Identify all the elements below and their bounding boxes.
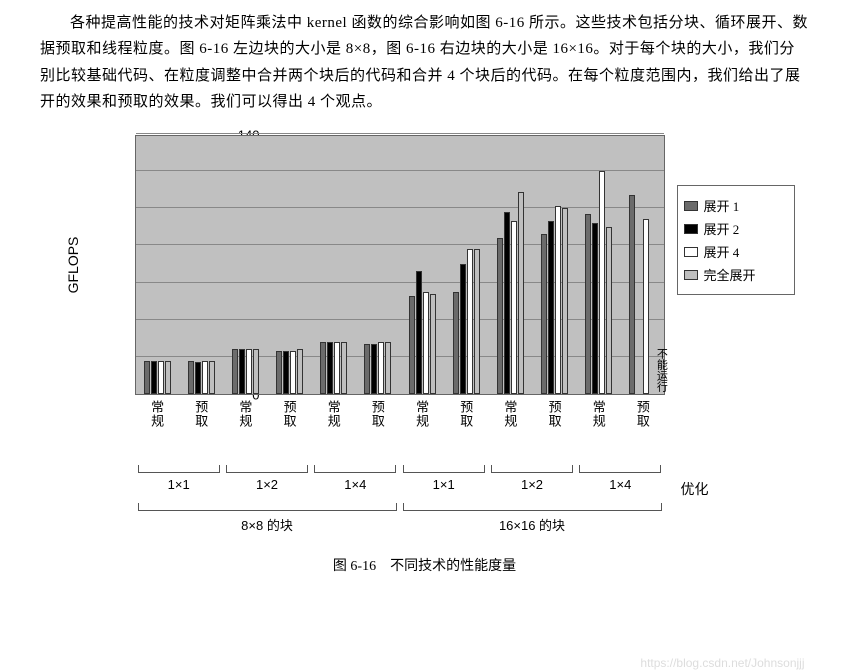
bar [297, 349, 303, 394]
blockgroup-label: 8×8 的块 [241, 515, 293, 534]
bar [453, 292, 459, 394]
bar [165, 361, 171, 394]
bar [599, 171, 605, 394]
bar [511, 221, 517, 394]
x-category: 预取 [368, 400, 387, 428]
bar [232, 349, 238, 394]
bar [320, 342, 326, 394]
legend-swatch [684, 201, 698, 211]
bar [585, 214, 591, 394]
bar [144, 361, 150, 394]
bars-layer [136, 136, 664, 394]
intro-paragraph: 各种提高性能的技术对矩阵乘法中 kernel 函数的综合影响如图 6-16 所示… [40, 10, 809, 115]
bar [188, 361, 194, 394]
bar [246, 349, 252, 394]
bar [643, 219, 649, 394]
x-category: 预取 [456, 400, 475, 428]
chart-box: GFLOPS 020406080100120140 不能运行 展开 1展开 2展… [55, 125, 795, 445]
cannot-run-annotation: 不能运行 [653, 348, 669, 392]
bar [430, 294, 436, 394]
bar [541, 234, 547, 394]
x-category: 常规 [235, 400, 254, 428]
y-axis-label: GFLOPS [65, 237, 81, 294]
bar [467, 249, 473, 394]
x-category: 预取 [191, 400, 210, 428]
legend-label: 展开 4 [704, 242, 740, 261]
legend-item: 展开 1 [684, 196, 788, 215]
bar [423, 292, 429, 394]
subgroup-label: 1×4 [609, 477, 631, 492]
bar [562, 208, 568, 394]
subgroup-label: 1×2 [256, 477, 278, 492]
legend-swatch [684, 247, 698, 257]
bar [158, 361, 164, 394]
plot-area: 不能运行 [135, 135, 665, 395]
bar [290, 351, 296, 394]
legend-label: 完全展开 [704, 265, 756, 284]
bar [592, 223, 598, 394]
bar [283, 351, 289, 394]
bar [385, 342, 391, 394]
page: 各种提高性能的技术对矩阵乘法中 kernel 函数的综合影响如图 6-16 所示… [0, 0, 849, 595]
x-category: 预取 [633, 400, 652, 428]
bar [606, 227, 612, 394]
figure-caption: 图 6-16 不同技术的性能度量 [55, 555, 795, 575]
x-category: 预取 [545, 400, 564, 428]
bar [327, 342, 333, 394]
bar [409, 296, 415, 394]
subgroup-label: 1×1 [433, 477, 455, 492]
watermark: https://blog.csdn.net/Johnsonjjj [640, 656, 804, 670]
x-category: 常规 [412, 400, 431, 428]
subgroup-label: 1×4 [344, 477, 366, 492]
bar [239, 349, 245, 394]
figure-6-16: GFLOPS 020406080100120140 不能运行 展开 1展开 2展… [55, 125, 795, 575]
legend-swatch [684, 224, 698, 234]
legend-item: 完全展开 [684, 265, 788, 284]
legend-label: 展开 1 [704, 196, 740, 215]
bar [209, 361, 215, 394]
bar [629, 195, 635, 394]
bar [202, 361, 208, 394]
x-category: 常规 [500, 400, 519, 428]
bar [518, 192, 524, 394]
bar [341, 342, 347, 394]
bar [548, 221, 554, 394]
x-bracket-layer: 1×1 1×2 1×4 1×1 1×2 1×4 8×8 的块 16×16 的块 [135, 465, 665, 535]
bar [497, 238, 503, 394]
bar [151, 361, 157, 394]
bar [253, 349, 259, 394]
x-category: 常规 [147, 400, 166, 428]
bar [460, 264, 466, 394]
x-category: 常规 [589, 400, 608, 428]
legend-label: 展开 2 [704, 219, 740, 238]
bar [416, 271, 422, 394]
bar [555, 206, 561, 394]
x-category: 常规 [324, 400, 343, 428]
legend-swatch [684, 270, 698, 280]
legend-item: 展开 2 [684, 219, 788, 238]
subgroup-label: 1×1 [168, 477, 190, 492]
optimization-label: 优化 [681, 479, 709, 499]
bar [195, 362, 201, 394]
subgroup-label: 1×2 [521, 477, 543, 492]
bar [371, 344, 377, 394]
bar [364, 344, 370, 394]
legend: 展开 1 展开 2 展开 4 完全展开 [677, 185, 795, 295]
legend-item: 展开 4 [684, 242, 788, 261]
bar [504, 212, 510, 394]
bar [474, 249, 480, 394]
x-category: 预取 [280, 400, 299, 428]
bar [378, 342, 384, 394]
bar [334, 342, 340, 394]
bar [276, 351, 282, 394]
blockgroup-label: 16×16 的块 [499, 515, 565, 534]
